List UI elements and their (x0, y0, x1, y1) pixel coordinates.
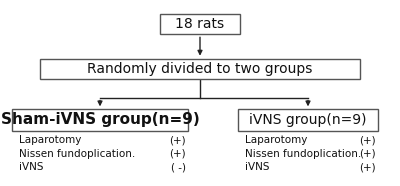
Bar (238, 109, 378, 131)
Text: iVNS: iVNS (245, 162, 270, 172)
Text: Sham-iVNS group(n=9): Sham-iVNS group(n=9) (1, 113, 199, 127)
Text: (+): (+) (169, 135, 186, 145)
Text: Nissen fundoplication.: Nissen fundoplication. (19, 149, 136, 159)
Text: Randomly divided to two groups: Randomly divided to two groups (87, 62, 313, 76)
Text: ( -): ( -) (171, 162, 186, 172)
Bar (12, 109, 188, 131)
Text: Laparotomy: Laparotomy (245, 135, 308, 145)
Bar (40, 59, 360, 79)
Text: (+): (+) (359, 149, 376, 159)
Text: Laparotomy: Laparotomy (19, 135, 82, 145)
Text: Nissen fundoplication.: Nissen fundoplication. (245, 149, 362, 159)
Text: iVNS group(n=9): iVNS group(n=9) (249, 113, 367, 127)
Bar (160, 14, 240, 34)
Text: (+): (+) (359, 135, 376, 145)
Text: (+): (+) (169, 149, 186, 159)
Text: 18 rats: 18 rats (176, 17, 224, 31)
Text: iVNS: iVNS (19, 162, 44, 172)
Text: (+): (+) (359, 162, 376, 172)
